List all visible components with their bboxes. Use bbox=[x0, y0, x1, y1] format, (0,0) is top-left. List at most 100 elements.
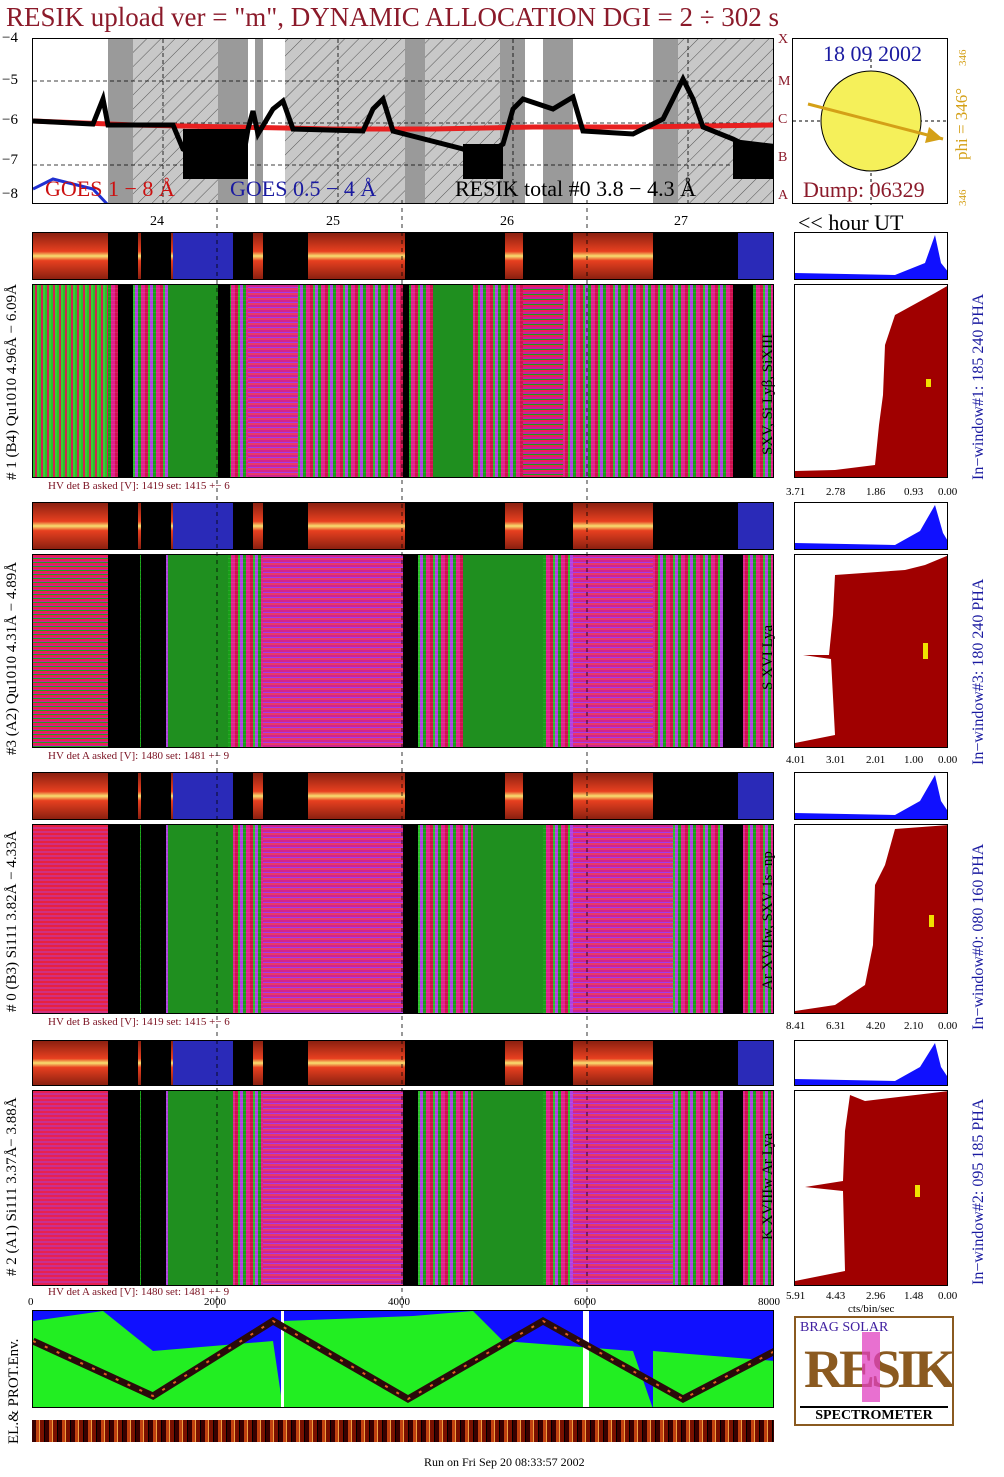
legend-goes-05-4: GOES 0.5 − 4 Å bbox=[230, 176, 377, 201]
sun-disk-plot bbox=[793, 59, 949, 205]
spectrum-hist-ch2 bbox=[794, 554, 948, 748]
x-tick: 4.43 bbox=[826, 1290, 846, 1302]
spectrum-hist-ch3 bbox=[794, 824, 948, 1014]
flare-class-scale: A B C M X bbox=[778, 32, 792, 204]
x-tick: 2.96 bbox=[866, 1290, 886, 1302]
class-letter: X bbox=[778, 32, 789, 47]
dump-label: Dump: 06329 bbox=[803, 177, 925, 202]
y-tick: −6 bbox=[2, 112, 18, 128]
y-tick: −8 bbox=[2, 186, 18, 202]
resik-lower-fill bbox=[183, 129, 773, 179]
x-tick: 0.93 bbox=[904, 486, 924, 498]
pha-hist-ch1 bbox=[794, 232, 948, 280]
x-tick: 3.01 bbox=[826, 754, 846, 766]
pha-strip-ch3 bbox=[32, 772, 774, 820]
spectrum-ch4 bbox=[32, 1090, 774, 1286]
y-tick: −5 bbox=[2, 72, 18, 88]
bin-tick: 4000 bbox=[388, 1296, 410, 1308]
x-tick: 1.86 bbox=[866, 486, 886, 498]
logo-accent bbox=[862, 1332, 880, 1402]
channel-label-ch2: #3 (A2) Qu1010 4.31Å − 4.89Å bbox=[4, 561, 20, 755]
x-tick: 0.00 bbox=[938, 486, 958, 498]
x-tick: 4.20 bbox=[866, 1020, 886, 1032]
window-label-ch4: In−window#2: 095 185 PHA bbox=[970, 1098, 987, 1285]
eclipse-band bbox=[500, 39, 525, 203]
bin-tick: 2000 bbox=[204, 1296, 226, 1308]
window-label-ch2: In−window#3: 180 240 PHA bbox=[970, 578, 987, 765]
class-letter: A bbox=[778, 188, 789, 203]
hour-tick: 27 bbox=[674, 214, 688, 229]
window-label-ch3: In−window#0: 080 160 PHA bbox=[970, 843, 987, 1030]
pha-strip-ch2 bbox=[32, 502, 774, 550]
spectrum-ch1 bbox=[32, 284, 774, 478]
hour-tick: 24 bbox=[150, 214, 164, 229]
phi-small-bottom: 346 bbox=[957, 189, 969, 207]
spectrum-ch2 bbox=[32, 554, 774, 748]
x-tick: 8.41 bbox=[786, 1020, 806, 1032]
time-gridlines bbox=[216, 200, 588, 1310]
legend-goes-1-8: GOES 1 − 8 Å bbox=[45, 176, 175, 201]
pha-hist-ch2 bbox=[794, 502, 948, 550]
page-title: RESIK upload ver = "m", DYNAMIC ALLOCATI… bbox=[6, 2, 780, 32]
channel-label-ch3: # 0 (B3) Si111 3.82Å − 4.33Å bbox=[4, 830, 20, 1012]
pha-strip-ch1 bbox=[32, 232, 774, 280]
env-label: EL.& PROT.Env. bbox=[6, 1338, 22, 1444]
hour-tick: 26 bbox=[500, 214, 514, 229]
class-letter: B bbox=[778, 150, 788, 165]
hv-readout-ch1: HV det B asked [V]: 1419 set: 1415 +− 6 bbox=[48, 480, 230, 492]
sun-date: 18 09 2002 bbox=[823, 41, 922, 66]
goes-05-4-curve bbox=[33, 177, 109, 203]
window-label-ch1: In−window#1: 185 240 PHA bbox=[970, 293, 987, 480]
eclipse-band bbox=[255, 39, 263, 203]
logo-small-letters: BRAG SOLAR bbox=[800, 1320, 889, 1335]
run-timestamp: Run on Fri Sep 20 08:33:57 2002 bbox=[424, 1455, 585, 1469]
spectrum-hist-ch4 bbox=[794, 1090, 948, 1286]
channel-label-ch4: # 2 (A1) Si111 3.37Å− 3.88Å bbox=[4, 1097, 20, 1276]
phi-arrow bbox=[807, 102, 944, 141]
particle-environment-panel bbox=[32, 1310, 774, 1408]
pha-hist-ch3 bbox=[794, 772, 948, 820]
eclipse-band bbox=[543, 39, 573, 203]
legend-resik: RESIK total #0 3.8 − 4.3 Å bbox=[455, 176, 696, 201]
hour-ut-label: << hour UT bbox=[798, 210, 904, 235]
eclipse-band bbox=[285, 39, 405, 203]
phi-small-top: 346 bbox=[957, 49, 969, 67]
channel-label-ch1: # 1 (B4) Qu1010 4.96Å − 6.09Å bbox=[4, 284, 20, 480]
eclipse-band bbox=[405, 39, 425, 203]
heat-strip bbox=[32, 1420, 774, 1442]
bin-tick: 0 bbox=[28, 1296, 34, 1308]
x-tick: 0.00 bbox=[938, 1020, 958, 1032]
class-letter: C bbox=[778, 112, 788, 127]
spectrum-ch3 bbox=[32, 824, 774, 1014]
spectrum-hist-ch1 bbox=[794, 284, 948, 478]
class-letter: M bbox=[778, 74, 791, 89]
x-tick: 2.10 bbox=[904, 1020, 924, 1032]
sun-position-panel: 18 09 2002 Dump: 06329 bbox=[792, 38, 949, 205]
bin-tick: 8000 bbox=[758, 1296, 780, 1308]
pha-hist-ch4 bbox=[794, 1040, 948, 1086]
goes-lightcurve-plot bbox=[33, 39, 773, 203]
x-tick: 3.71 bbox=[786, 486, 806, 498]
hv-readout-ch3: HV det B asked [V]: 1419 set: 1415 +− 6 bbox=[48, 1016, 230, 1028]
x-tick: 6.31 bbox=[826, 1020, 846, 1032]
x-tick: 2.01 bbox=[866, 754, 886, 766]
eclipse-band bbox=[698, 39, 773, 203]
x-tick: 2.78 bbox=[826, 486, 846, 498]
pha-strip-ch4 bbox=[32, 1040, 774, 1086]
hour-tick: 25 bbox=[326, 214, 340, 229]
logo-subtitle: SPECTROMETER bbox=[800, 1406, 948, 1424]
hv-readout-ch4: HV det A asked [V]: 1480 set: 1481 +− 9 bbox=[48, 1286, 230, 1298]
y-tick: −7 bbox=[2, 152, 18, 168]
bin-tick: 6000 bbox=[574, 1296, 596, 1308]
x-tick: 0.00 bbox=[938, 1290, 958, 1302]
x-tick: 4.01 bbox=[786, 754, 806, 766]
x-tick: 5.91 bbox=[786, 1290, 806, 1302]
goes-lightcurve-panel bbox=[32, 38, 774, 204]
resik-logo: BRAG SOLAR RESIK SPECTROMETER bbox=[794, 1316, 954, 1426]
x-tick: 1.48 bbox=[904, 1290, 924, 1302]
counts-unit-label: cts/bin/sec bbox=[848, 1303, 895, 1315]
y-tick: −4 bbox=[2, 30, 18, 46]
phi-label: phi = 346° bbox=[952, 87, 971, 160]
eclipse-band bbox=[108, 39, 133, 203]
x-tick: 0.00 bbox=[938, 754, 958, 766]
